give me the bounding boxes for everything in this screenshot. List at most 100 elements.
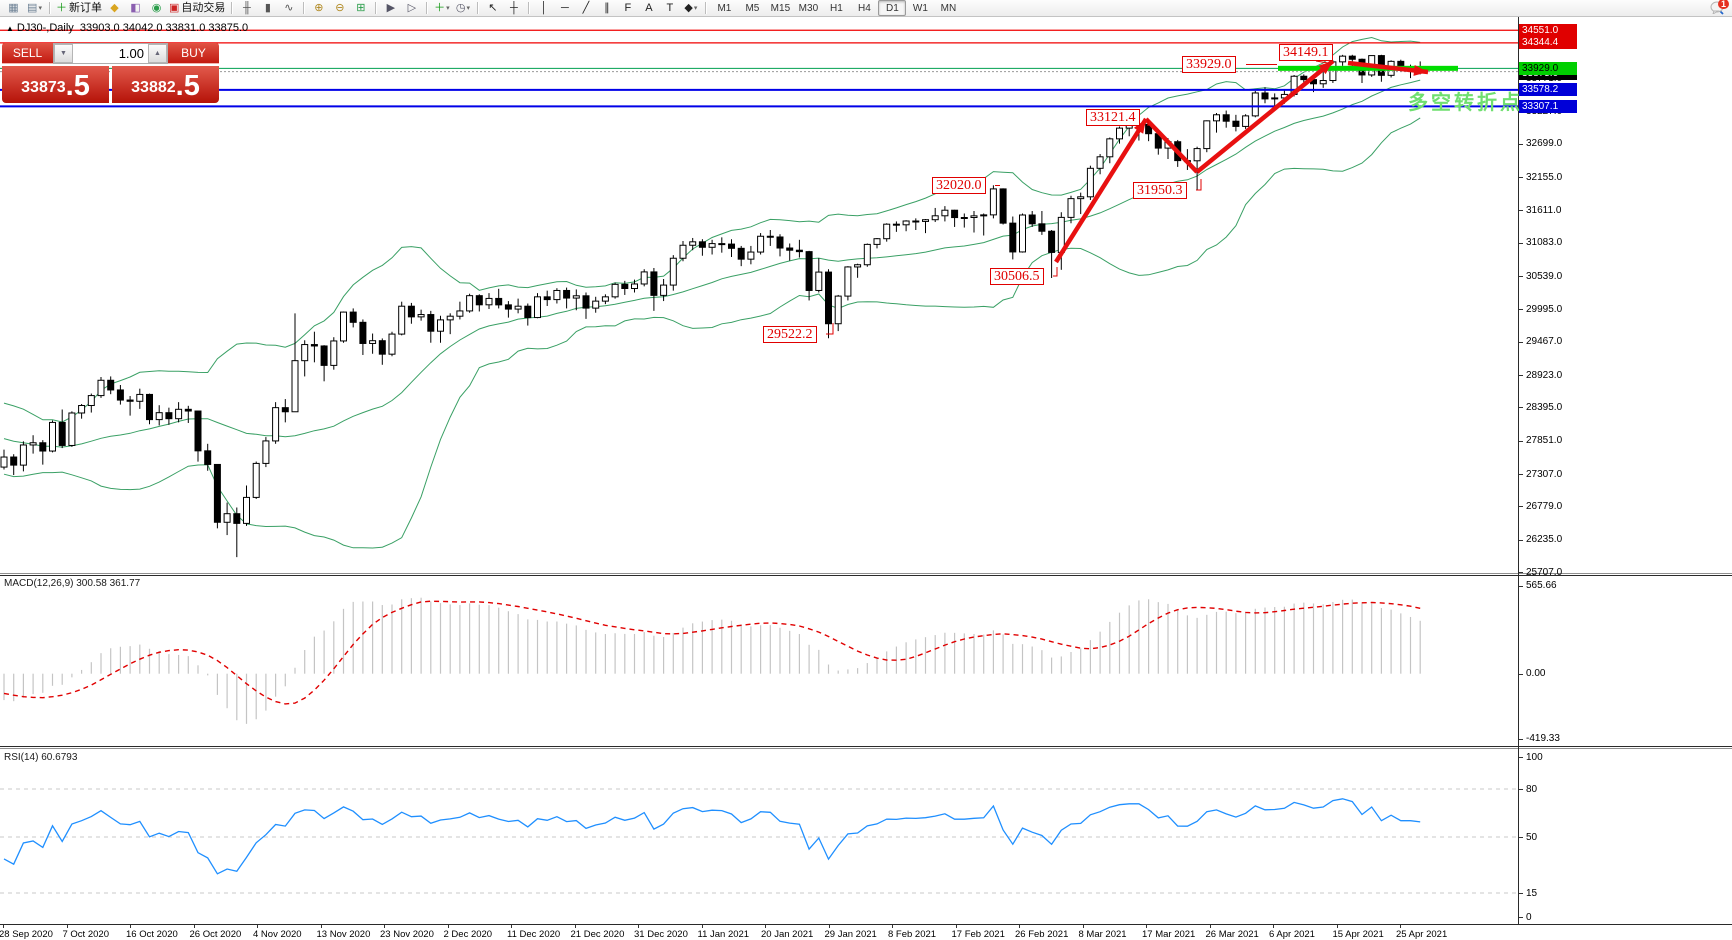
timeframe-mn-button[interactable]: MN xyxy=(940,2,957,14)
autotrading-button[interactable]: ▣ 自动交易 xyxy=(167,1,227,16)
arrows-icon: ◆ xyxy=(684,1,693,14)
fibonacci-button[interactable]: F xyxy=(617,1,638,16)
data-window-button[interactable]: ◧ xyxy=(125,1,146,16)
rsi-axis-tick xyxy=(1519,789,1523,790)
macd-signal-line xyxy=(3,600,1421,705)
timeframe-m1-button[interactable]: M1 xyxy=(717,2,732,14)
market-watch-button[interactable]: ◆ xyxy=(104,1,125,16)
text-label-button[interactable]: T xyxy=(659,1,680,16)
timeframe-w1-button[interactable]: W1 xyxy=(912,2,928,14)
time-axis-label: 29 Jan 2021 xyxy=(824,929,877,940)
text-button[interactable]: A xyxy=(638,1,659,16)
timeframe-m30-button[interactable]: M30 xyxy=(798,2,819,14)
vertical-line-icon: │ xyxy=(540,1,548,14)
time-axis-label: 8 Feb 2021 xyxy=(888,929,937,940)
price-level-badge-blue: 33578.2 xyxy=(1519,83,1577,97)
volume-increase-button[interactable]: ▲ xyxy=(148,44,167,63)
sell-price-display[interactable]: 33873 .5 xyxy=(2,66,109,103)
chart-shift-button[interactable]: ▷ xyxy=(401,1,422,16)
trend-arrow-segment[interactable] xyxy=(1195,59,1335,174)
new-chart-icon: ▦ xyxy=(8,1,19,14)
macd-panel-canvas[interactable] xyxy=(0,575,1518,746)
panel-divider[interactable] xyxy=(0,573,1732,574)
time-axis-label: 15 Apr 2021 xyxy=(1332,929,1384,940)
trend-arrowhead xyxy=(1133,119,1146,134)
profiles-dropdown-icon[interactable]: ▾ xyxy=(38,4,42,12)
timeframe-h1-button[interactable]: H1 xyxy=(830,2,843,14)
profiles-button[interactable]: ▤ ▾ xyxy=(24,1,45,16)
rsi-panel-canvas[interactable] xyxy=(0,749,1518,924)
collapse-triangle-icon[interactable]: ▲ xyxy=(6,24,14,33)
main-chart-canvas[interactable] xyxy=(0,17,1518,573)
timeframe-d1-button[interactable]: D1 xyxy=(878,0,907,16)
new-order-button[interactable]: ＋新订单 xyxy=(54,1,104,16)
timeframe-m15-button[interactable]: M15 xyxy=(770,2,791,14)
equidistant-channel-button[interactable]: ∥ xyxy=(596,1,617,16)
notifications-icon[interactable]: 1 xyxy=(1710,0,1729,16)
line-chart-button[interactable]: ∿ xyxy=(278,1,299,16)
rsi-indicator-label: RSI(14) 60.6793 xyxy=(4,752,78,763)
time-axis-label: 16 Oct 2020 xyxy=(126,929,178,940)
time-axis-label: 26 Feb 2021 xyxy=(1015,929,1069,940)
periods-dropdown-icon[interactable]: ▾ xyxy=(466,4,470,12)
toolbar-right-icons: 1 xyxy=(1710,0,1729,16)
cursor-button[interactable]: ↖ xyxy=(482,1,503,16)
annotation-connector xyxy=(1053,267,1058,277)
rsi-line xyxy=(3,798,1421,875)
price-annotation[interactable]: 32020.0 xyxy=(932,177,986,194)
buy-price-display[interactable]: 33882 .5 xyxy=(112,66,219,103)
auto-scroll-button[interactable]: ▶ xyxy=(380,1,401,16)
tile-windows-button[interactable]: ⊞ xyxy=(350,1,371,16)
price-annotation[interactable]: 33121.4 xyxy=(1086,109,1140,126)
time-axis-label: 11 Jan 2021 xyxy=(697,929,750,940)
terminal-button[interactable]: ◉ xyxy=(146,1,167,16)
indicators-button[interactable]: ＋ ▾ xyxy=(431,1,452,16)
price-annotation[interactable]: 33929.0 xyxy=(1182,56,1236,73)
price-annotation[interactable]: 29522.2 xyxy=(763,326,817,343)
trendline-button[interactable]: ╱ xyxy=(575,1,596,16)
bar-chart-button[interactable]: ╫ xyxy=(236,1,257,16)
time-axis-label: 25 Apr 2021 xyxy=(1396,929,1448,940)
chinese-annotation[interactable]: 多空转折点 xyxy=(1408,92,1523,114)
crosshair-icon: ┼ xyxy=(510,1,518,14)
zoom-out-button[interactable]: ⊖ xyxy=(329,1,350,16)
horizontal-line-button[interactable]: ─ xyxy=(554,1,575,16)
price-axis-tick xyxy=(1519,375,1523,376)
trend-arrow-segment[interactable] xyxy=(1054,117,1148,264)
price-annotation[interactable]: 34149.1 xyxy=(1279,44,1333,61)
time-axis-label: 17 Feb 2021 xyxy=(951,929,1005,940)
price-annotation[interactable]: 30506.5 xyxy=(990,268,1044,285)
timeframe-h4-button[interactable]: H4 xyxy=(858,2,871,14)
panel-divider-2[interactable] xyxy=(0,746,1732,747)
crosshair-button[interactable]: ┼ xyxy=(503,1,524,16)
time-axis-tick xyxy=(1146,925,1147,928)
volume-input[interactable] xyxy=(73,44,148,63)
time-axis[interactable]: 28 Sep 2020 7 Oct 2020 16 Oct 2020 26 Oct 2… xyxy=(0,925,1732,940)
indicators-dropdown-icon[interactable]: ▾ xyxy=(446,4,450,12)
annotation-connector xyxy=(1196,179,1202,191)
rsi-axis-label: 15 xyxy=(1526,887,1538,899)
new-order-label: 新订单 xyxy=(69,1,102,14)
price-axis-tick xyxy=(1519,572,1523,574)
buy-button[interactable]: BUY xyxy=(168,43,219,64)
periods-button[interactable]: ◷ ▾ xyxy=(452,1,473,16)
sell-button[interactable]: SELL xyxy=(2,43,53,64)
price-annotation[interactable]: 31950.3 xyxy=(1133,182,1187,199)
macd-axis-tick xyxy=(1519,738,1523,740)
arrows-button[interactable]: ◆ ▾ xyxy=(680,1,701,16)
timeframe-m5-button[interactable]: M5 xyxy=(745,2,760,14)
tile-windows-icon: ⊞ xyxy=(356,1,366,14)
trend-arrow-segment[interactable] xyxy=(1144,117,1199,174)
toolbar-separator xyxy=(303,2,305,14)
new-chart-button[interactable]: ▦ xyxy=(3,1,24,16)
candlestick-chart-button[interactable]: ▮ xyxy=(257,1,278,16)
time-axis-tick xyxy=(955,925,957,928)
zoom-in-button[interactable]: ⊕ xyxy=(308,1,329,16)
date-axis-border xyxy=(0,924,1732,925)
sell-price-int: 33873 xyxy=(21,79,66,96)
arrows-dropdown-icon[interactable]: ▾ xyxy=(693,4,698,12)
trend-arrowhead xyxy=(1413,64,1428,76)
volume-decrease-button[interactable]: ▼ xyxy=(54,44,73,63)
time-axis-tick xyxy=(574,925,576,928)
vertical-line-button[interactable]: │ xyxy=(533,1,554,16)
